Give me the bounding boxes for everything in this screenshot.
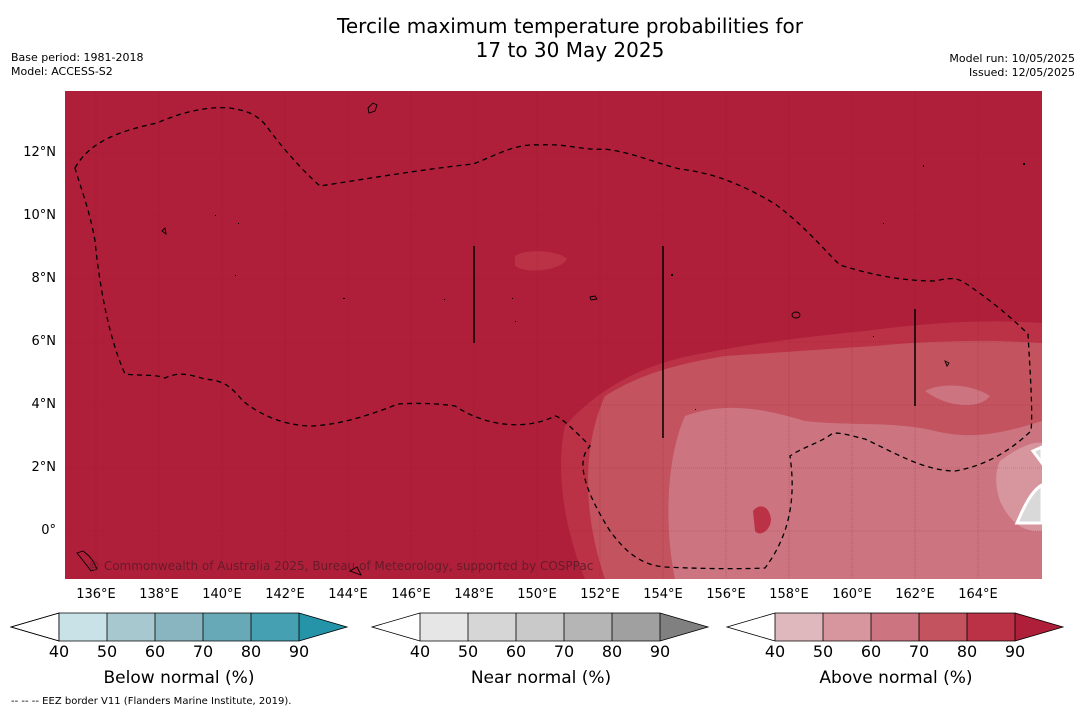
near-tick-60: 60 [505, 642, 527, 661]
map-panel [65, 91, 1042, 579]
below-swatch-0 [10, 612, 60, 642]
above-tick-60: 60 [860, 642, 882, 661]
near-swatch-6 [660, 613, 708, 641]
meta-left: Base period: 1981-2018 Model: ACCESS-S2 [11, 51, 143, 79]
lat-label-2n: 2°N [31, 460, 57, 475]
above-swatch-2 [823, 613, 871, 641]
below-swatch-6 [299, 613, 347, 641]
above-swatch-4 [919, 613, 967, 641]
below-swatch-4 [203, 613, 251, 641]
lon-label-150e: 150°E [517, 587, 557, 602]
above-tick-90: 90 [1004, 642, 1026, 661]
lon-label-156e: 156°E [706, 587, 746, 602]
near-swatch-5 [612, 613, 660, 641]
near-swatch-3 [516, 613, 564, 641]
islands [76, 102, 950, 576]
above-swatch-6 [1015, 613, 1063, 641]
lon-label-142e: 142°E [265, 587, 305, 602]
below-tick-80: 80 [240, 642, 262, 661]
below-tick-90: 90 [288, 642, 310, 661]
lat-label-6n: 6°N [31, 334, 57, 349]
lon-label-138e: 138°E [139, 587, 179, 602]
below-normal-title: Below normal (%) [103, 668, 255, 688]
above-tick-80: 80 [956, 642, 978, 661]
lat-label-4n: 4°N [31, 397, 57, 412]
model-text: Model: ACCESS-S2 [11, 65, 113, 78]
near-swatch-1 [420, 613, 468, 641]
copyright-credit: © Commonwealth of Australia 2025, Bureau… [88, 559, 594, 573]
below-tick-60: 60 [144, 642, 166, 661]
map-title: Tercile maximum temperature probabilitie… [0, 14, 1085, 62]
meta-right: Model run: 10/05/2025 Issued: 12/05/2025 [949, 52, 1075, 80]
lon-label-148e: 148°E [454, 587, 494, 602]
lon-label-160e: 160°E [832, 587, 872, 602]
near-swatch-4 [564, 613, 612, 641]
near-swatch-2 [468, 613, 516, 641]
near-swatch-0 [372, 613, 420, 641]
below-tick-40: 40 [48, 642, 70, 661]
lon-label-154e: 154°E [643, 587, 683, 602]
lon-label-146e: 146°E [391, 587, 431, 602]
above-swatch-1 [775, 613, 823, 641]
above-tick-40: 40 [764, 642, 786, 661]
above-tick-50: 50 [812, 642, 834, 661]
above-tick-70: 70 [908, 642, 930, 661]
above-normal-title: Above normal (%) [819, 668, 973, 688]
island-dots [215, 163, 1025, 410]
below-swatch-5 [251, 613, 299, 641]
near-tick-50: 50 [457, 642, 479, 661]
lat-label-8n: 8°N [31, 271, 57, 286]
colorbar-below-svg [10, 612, 349, 642]
lon-label-136e: 136°E [76, 587, 116, 602]
above-swatch-0 [727, 613, 775, 641]
near-tick-40: 40 [409, 642, 431, 661]
lat-label-10n: 10°N [23, 208, 56, 223]
lon-label-144e: 144°E [328, 587, 368, 602]
probability-map [65, 91, 1042, 579]
lon-label-152e: 152°E [580, 587, 620, 602]
near-normal-title: Near normal (%) [470, 668, 612, 688]
graticule [65, 91, 1042, 579]
eez-footnote: -- -- -- EEZ border V11 (Flanders Marine… [11, 696, 292, 707]
issued-text: Issued: 12/05/2025 [968, 66, 1075, 79]
lat-label-12n: 12°N [23, 145, 56, 160]
above-60-blob [925, 385, 990, 406]
colorbar-near-normal [371, 612, 711, 642]
above-swatch-3 [871, 613, 919, 641]
lon-label-140e: 140°E [202, 587, 242, 602]
colorbar-above-normal [726, 612, 1066, 642]
lon-label-162e: 162°E [895, 587, 935, 602]
near-tick-80: 80 [601, 642, 623, 661]
title-line-2: 17 to 30 May 2025 [475, 38, 665, 62]
above-60-zone [668, 407, 1042, 579]
lon-label-158e: 158°E [769, 587, 809, 602]
eez-border [74, 107, 1033, 570]
below-tick-70: 70 [192, 642, 214, 661]
near-tick-70: 70 [553, 642, 575, 661]
base-period-text: Base period: 1981-2018 [11, 51, 144, 64]
below-swatch-3 [155, 613, 203, 641]
above-40-blob [1014, 445, 1042, 525]
below-tick-50: 50 [96, 642, 118, 661]
above-80-blob [753, 506, 771, 534]
colorbar-near-svg [371, 612, 710, 642]
colorbar-above-svg [726, 612, 1065, 642]
near-tick-90: 90 [649, 642, 671, 661]
lat-label-0: 0° [41, 523, 56, 538]
colorbar-below-normal [10, 612, 350, 642]
lon-label-164e: 164°E [958, 587, 998, 602]
title-line-1: Tercile maximum temperature probabilitie… [337, 14, 803, 38]
model-run-text: Model run: 10/05/2025 [949, 52, 1075, 65]
below-swatch-2 [107, 613, 155, 641]
above-swatch-5 [967, 613, 1015, 641]
below-swatch-1 [59, 613, 107, 641]
